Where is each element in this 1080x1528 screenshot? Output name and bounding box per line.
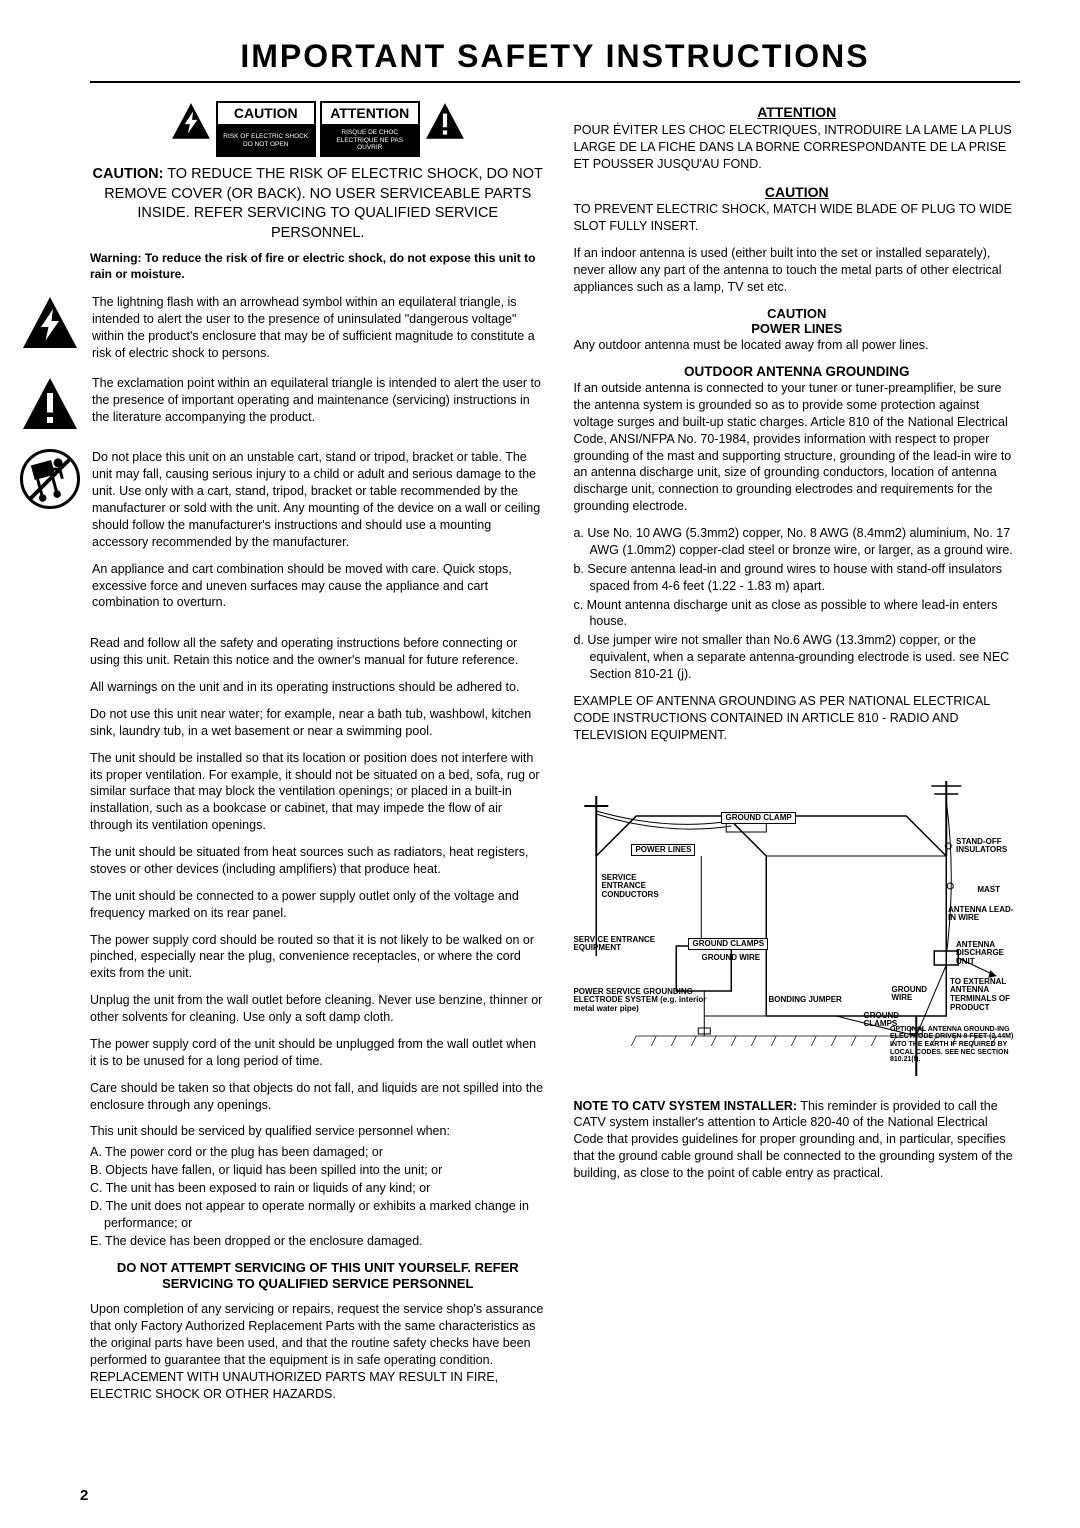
para-service-intro: This unit should be serviced by qualifie… [90,1123,545,1140]
diagram-label: BONDING JUMPER [768,996,841,1005]
catv-note-lead: NOTE TO CATV SYSTEM INSTALLER: [573,1099,797,1113]
powerlines-body: Any outdoor antenna must be located away… [573,337,1020,354]
caution-text: CAUTION: TO REDUCE THE RISK OF ELECTRIC … [90,165,545,243]
caution-body: TO REDUCE THE RISK OF ELECTRIC SHOCK, DO… [104,166,543,241]
warning-line: Warning: To reduce the risk of fire or e… [90,250,545,282]
service-list: A. The power cord or the plug has been d… [90,1144,545,1249]
left-column: CAUTION RISK OF ELECTRIC SHOCK DO NOT OP… [90,101,545,1413]
cart-tip-icon [20,449,80,509]
diagram-label: ANTENNA LEAD-IN WIRE [948,906,1018,924]
para-heat: The unit should be situated from heat so… [90,844,545,878]
cart-text-2: An appliance and cart combination should… [92,561,545,612]
bolt-triangle-icon [170,101,212,143]
list-item: a. Use No. 10 AWG (5.3mm2) copper, No. 8… [573,525,1020,559]
para-care: Care should be taken so that objects do … [90,1080,545,1114]
list-item: B. Objects have fallen, or liquid has be… [90,1162,545,1179]
list-item: E. The device has been dropped or the en… [90,1233,545,1250]
para-vent: The unit should be installed so that its… [90,750,545,834]
grounding-diagram: GROUND CLAMP POWER LINES STAND-OFF INSUL… [573,756,1020,1086]
powerlines-h2: POWER LINES [751,321,842,336]
content-columns: CAUTION RISK OF ELECTRIC SHOCK DO NOT OP… [90,101,1020,1413]
page-number: 2 [80,1487,88,1504]
caution-lead: CAUTION: [93,166,164,182]
bolt-icon [20,294,80,354]
diagram-label: SERVICE ENTRANCE EQUIPMENT [573,936,668,954]
powerlines-h1: CAUTION [767,306,826,321]
cart-text-1: Do not place this unit on an unstable ca… [92,449,545,550]
caution-body: TO PREVENT ELECTRIC SHOCK, MATCH WIDE BL… [573,201,1020,235]
attention-box: ATTENTION RISQUE DE CHOC ELECTRIQUE NE P… [320,101,420,157]
para-read: Read and follow all the safety and opera… [90,635,545,669]
para-power: The unit should be connected to a power … [90,888,545,922]
para-clean: Unplug the unit from the wall outlet bef… [90,992,545,1026]
diagram-label: SERVICE ENTRANCE CONDUCTORS [601,874,671,900]
para-cord: The power supply cord should be routed s… [90,932,545,983]
right-column: ATTENTION POUR ÉVITER LES CHOC ELECTRIQU… [573,101,1020,1413]
list-item: D. The unit does not appear to operate n… [90,1198,545,1232]
diagram-label: ANTENNA DISCHARGE UNIT [956,941,1018,967]
example-text: EXAMPLE OF ANTENNA GROUNDING AS PER NATI… [573,693,1020,744]
list-item: A. The power cord or the plug has been d… [90,1144,545,1161]
grounding-body: If an outside antenna is connected to yo… [573,380,1020,515]
diagram-label: POWER LINES [631,844,695,857]
cart-paragraph: Do not place this unit on an unstable ca… [90,449,545,621]
diagram-label: GROUND WIRE [701,954,760,963]
exclamation-paragraph: The exclamation point within an equilate… [90,375,545,435]
caution-box-sub: RISK OF ELECTRIC SHOCK DO NOT OPEN [218,126,314,155]
para-warnings: All warnings on the unit and in its oper… [90,679,545,696]
diagram-label: STAND-OFF INSULATORS [956,838,1018,856]
catv-note: NOTE TO CATV SYSTEM INSTALLER: This remi… [573,1098,1020,1182]
para-unused: The power supply cord of the unit should… [90,1036,545,1070]
diagram-label: TO EXTERNAL ANTENNA TERMINALS OF PRODUCT [950,978,1020,1013]
attention-box-header: ATTENTION [322,103,418,126]
bolt-text: The lightning flash with an arrowhead sy… [92,294,545,362]
diagram-label: MAST [977,886,1000,895]
exclamation-triangle-icon [424,101,466,143]
caution-box: CAUTION RISK OF ELECTRIC SHOCK DO NOT OP… [216,101,316,157]
grounding-heading: OUTDOOR ANTENNA GROUNDING [573,364,1020,380]
para-water: Do not use this unit near water; for exa… [90,706,545,740]
do-not-service-heading: DO NOT ATTEMPT SERVICING OF THIS UNIT YO… [90,1260,545,1294]
warning-box-row: CAUTION RISK OF ELECTRIC SHOCK DO NOT OP… [90,101,545,157]
bolt-paragraph: The lightning flash with an arrowhead sy… [90,294,545,362]
diagram-label: GROUND WIRE [891,986,936,1004]
grounding-list: a. Use No. 10 AWG (5.3mm2) copper, No. 8… [573,525,1020,683]
attention-box-sub: RISQUE DE CHOC ELECTRIQUE NE PAS OUVRIR [322,126,418,155]
caution-box-header: CAUTION [218,103,314,126]
attention-body: POUR ÉVITER LES CHOC ELECTRIQUES, INTROD… [573,122,1020,173]
attention-heading: ATTENTION [573,103,1020,122]
page-title: IMPORTANT SAFETY INSTRUCTIONS [90,38,1020,83]
diagram-label: GROUND CLAMP [721,812,795,825]
para-repair: Upon completion of any servicing or repa… [90,1301,545,1402]
exclamation-icon [20,375,80,435]
indoor-antenna-para: If an indoor antenna is used (either bui… [573,245,1020,296]
list-item: c. Mount antenna discharge unit as close… [573,597,1020,631]
powerlines-heading: CAUTION POWER LINES [573,306,1020,337]
list-item: b. Secure antenna lead-in and ground wir… [573,561,1020,595]
diagram-label: GROUND CLAMPS [688,938,768,951]
diagram-label: OPTIONAL ANTENNA GROUND-ING ELECTRODE DR… [890,1026,1020,1064]
diagram-label: POWER SERVICE GROUNDING ELECTRODE SYSTEM… [573,988,723,1014]
list-item: d. Use jumper wire not smaller than No.6… [573,632,1020,683]
exclamation-text: The exclamation point within an equilate… [92,375,545,426]
caution-heading: CAUTION [573,183,1020,202]
list-item: C. The unit has been exposed to rain or … [90,1180,545,1197]
